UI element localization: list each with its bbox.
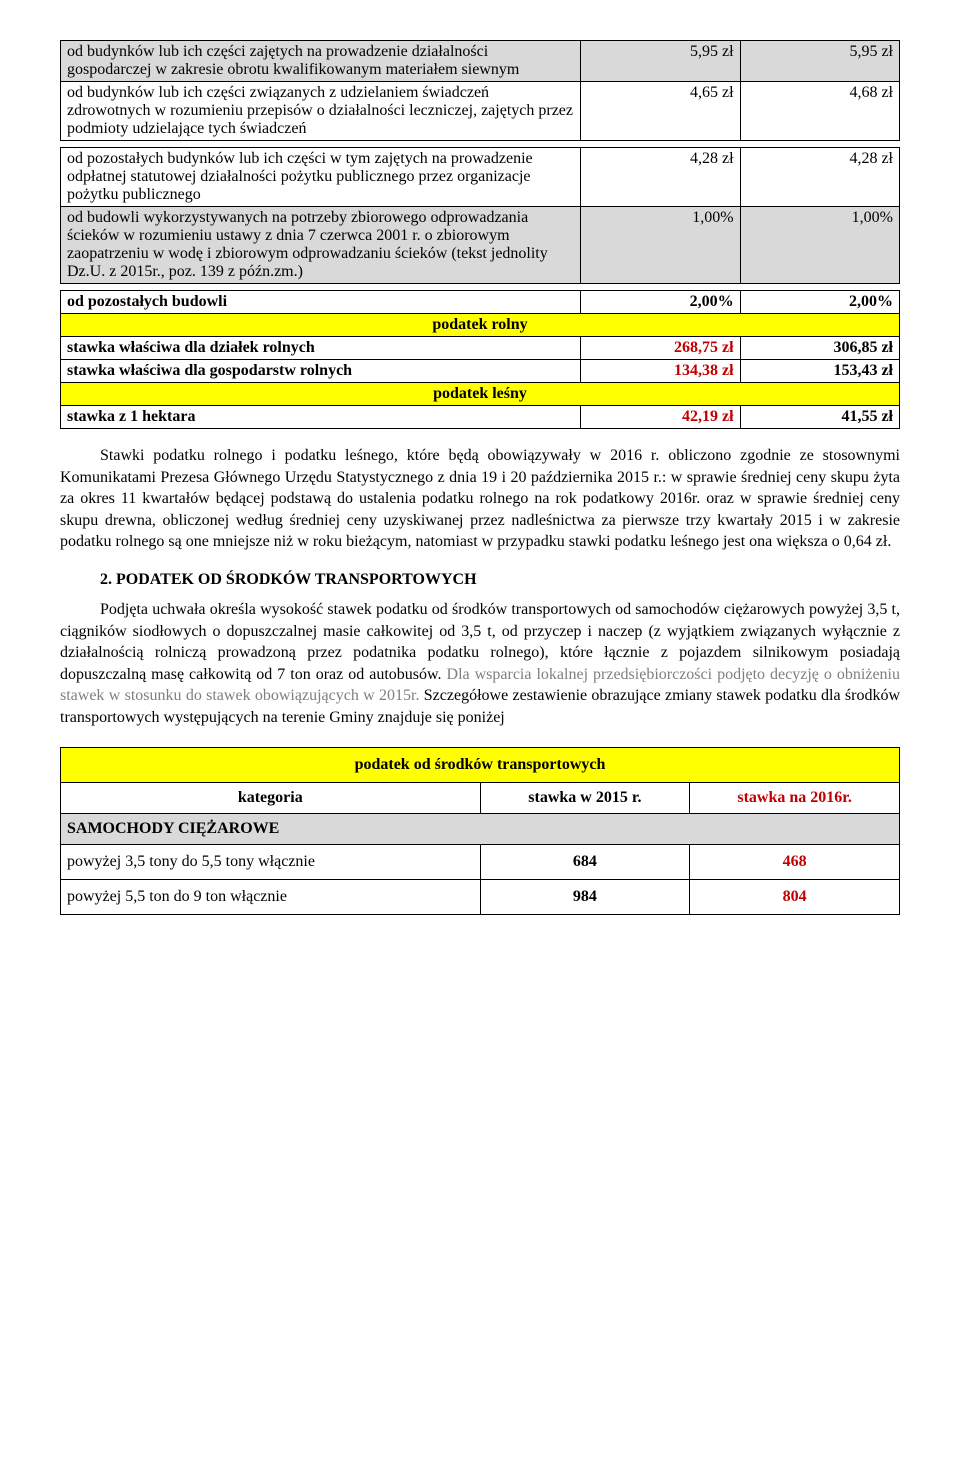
tax-row-label: stawka z 1 hektara [61, 406, 581, 429]
tax-row: od budynków lub ich części zajętych na p… [61, 41, 900, 82]
transport-value-2015: 984 [480, 879, 690, 914]
tax-row-value-2016: 4,28 zł [740, 148, 899, 207]
tax-row-value-2015: 134,38 zł [581, 360, 740, 383]
transport-group-label: SAMOCHODY CIĘŻAROWE [61, 813, 900, 844]
tax-row: od budynków lub ich części związanych z … [61, 82, 900, 141]
tax-row-label: od pozostałych budynków lub ich części w… [61, 148, 581, 207]
tax-row-value-2016: 306,85 zł [740, 337, 899, 360]
tax-row: stawka właściwa dla działek rolnych268,7… [61, 337, 900, 360]
tax-row-value-2016: 153,43 zł [740, 360, 899, 383]
transport-title: podatek od środków transportowych [61, 747, 900, 782]
transport-value-2016: 804 [690, 879, 900, 914]
section-title: podatek leśny [61, 383, 900, 406]
transport-group-row: SAMOCHODY CIĘŻAROWE [61, 813, 900, 844]
tax-row-value-2016: 1,00% [740, 207, 899, 284]
tax-row-value-2015: 42,19 zł [581, 406, 740, 429]
transport-header-row: kategoriastawka w 2015 r.stawka na 2016r… [61, 782, 900, 813]
paragraph-rates-info: Stawki podatku rolnego i podatku leśnego… [60, 445, 900, 553]
transport-category: powyżej 3,5 tony do 5,5 tony włącznie [61, 844, 481, 879]
tax-row-value-2016: 2,00% [740, 291, 899, 314]
col-header-2015: stawka w 2015 r. [480, 782, 690, 813]
tax-row-label: od pozostałych budowli [61, 291, 581, 314]
transport-tax-table: podatek od środków transportowychkategor… [60, 747, 900, 915]
transport-category: powyżej 5,5 ton do 9 ton włącznie [61, 879, 481, 914]
tax-row-label: stawka właściwa dla gospodarstw rolnych [61, 360, 581, 383]
tax-rates-table: od budynków lub ich części zajętych na p… [60, 40, 900, 429]
tax-row-value-2015: 4,65 zł [581, 82, 740, 141]
tax-row: od budowli wykorzystywanych na potrzeby … [61, 207, 900, 284]
tax-row: od pozostałych budynków lub ich części w… [61, 148, 900, 207]
transport-title-row: podatek od środków transportowych [61, 747, 900, 782]
col-header-2016: stawka na 2016r. [690, 782, 900, 813]
tax-row-value-2016: 5,95 zł [740, 41, 899, 82]
section-title: podatek rolny [61, 314, 900, 337]
tax-row-label: od budynków lub ich części zajętych na p… [61, 41, 581, 82]
tax-row: od pozostałych budowli2,00%2,00% [61, 291, 900, 314]
tax-row-value-2015: 1,00% [581, 207, 740, 284]
col-header-category: kategoria [61, 782, 481, 813]
tax-row-value-2015: 2,00% [581, 291, 740, 314]
tax-row-value-2015: 5,95 zł [581, 41, 740, 82]
tax-row: stawka właściwa dla gospodarstw rolnych1… [61, 360, 900, 383]
heading-transport-tax: 2. PODATEK OD ŚRODKÓW TRANSPORTOWYCH [100, 571, 900, 589]
tax-row-label: od budowli wykorzystywanych na potrzeby … [61, 207, 581, 284]
tax-row-value-2015: 268,75 zł [581, 337, 740, 360]
transport-value-2016: 468 [690, 844, 900, 879]
tax-row-value-2016: 41,55 zł [740, 406, 899, 429]
transport-row: powyżej 5,5 ton do 9 ton włącznie984804 [61, 879, 900, 914]
spacer-row [61, 284, 900, 291]
section-row: podatek leśny [61, 383, 900, 406]
tax-row-label: od budynków lub ich części związanych z … [61, 82, 581, 141]
tax-row: stawka z 1 hektara42,19 zł41,55 zł [61, 406, 900, 429]
section-row: podatek rolny [61, 314, 900, 337]
paragraph-transport-info: Podjęta uchwała określa wysokość stawek … [60, 599, 900, 729]
transport-row: powyżej 3,5 tony do 5,5 tony włącznie684… [61, 844, 900, 879]
tax-row-label: stawka właściwa dla działek rolnych [61, 337, 581, 360]
spacer-row [61, 141, 900, 148]
tax-row-value-2016: 4,68 zł [740, 82, 899, 141]
transport-value-2015: 684 [480, 844, 690, 879]
tax-row-value-2015: 4,28 zł [581, 148, 740, 207]
